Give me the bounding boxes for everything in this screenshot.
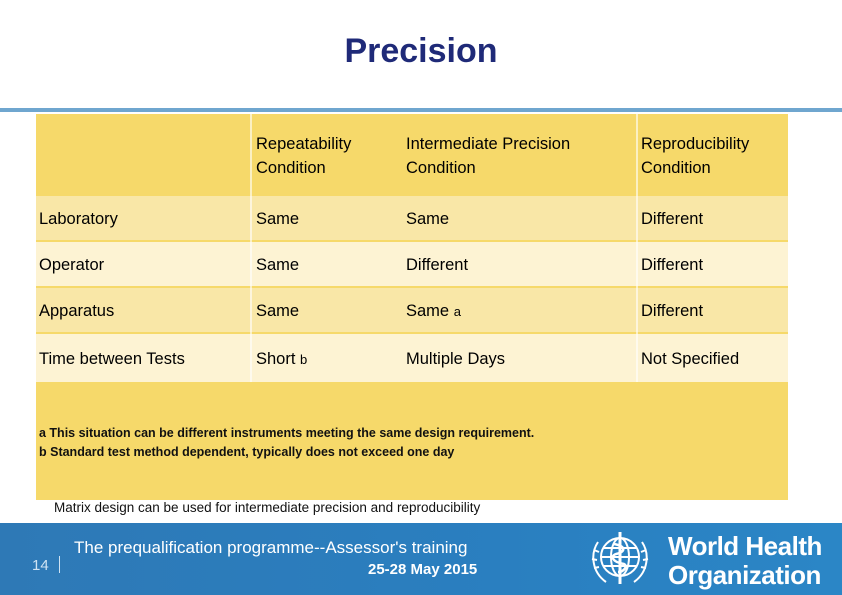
cell-repeatability-apparatus: Same	[256, 302, 300, 320]
table-row-band-time	[36, 334, 788, 382]
cell-repeatability-laboratory: Same	[256, 210, 300, 228]
cell-repeatability-operator: Same	[256, 256, 300, 274]
who-wordmark-line1: World Health	[668, 531, 822, 561]
cell-intermediate-time: Multiple Days	[406, 350, 506, 368]
header-intermediate-precision: Intermediate Precision Condition	[406, 135, 571, 177]
page-number: 14	[32, 557, 49, 574]
who-wordmark: World Health Organization	[668, 532, 822, 590]
cell-repeatability-time: Short b	[256, 347, 307, 372]
cell-intermediate-operator: Different	[406, 256, 469, 274]
cell-intermediate-apparatus-value: Same	[406, 302, 450, 320]
table-row-band-apparatus	[36, 288, 788, 332]
footer-training-title: The prequalification programme--Assessor…	[74, 538, 468, 557]
cell-intermediate-apparatus: Same a	[406, 299, 461, 324]
table-row-band-operator	[36, 242, 788, 286]
cell-reproducibility-apparatus: Different	[641, 302, 704, 320]
row-label-apparatus: Apparatus	[39, 302, 115, 320]
column-divider	[636, 114, 638, 382]
row-label-laboratory: Laboratory	[39, 210, 118, 228]
cell-reproducibility-time: Not Specified	[641, 350, 740, 368]
slide-title: Precision	[344, 32, 498, 70]
matrix-design-note: Matrix design can be used for intermedia…	[54, 500, 481, 515]
title-divider	[0, 108, 842, 112]
column-divider	[250, 114, 252, 382]
row-label-operator: Operator	[39, 256, 105, 274]
table-row-band-laboratory	[36, 196, 788, 240]
cell-reproducibility-operator: Different	[641, 256, 704, 274]
cell-intermediate-laboratory: Same	[406, 210, 450, 228]
header-repeatability: Repeatability Condition	[256, 135, 352, 177]
footnote-mark-a: a	[453, 304, 461, 319]
footer-bar	[0, 523, 842, 595]
who-emblem-icon	[591, 532, 649, 584]
cell-repeatability-time-value: Short	[256, 350, 296, 368]
footnote-a: a This situation can be different instru…	[39, 426, 535, 440]
page-number-divider	[59, 556, 60, 573]
footer-training-dates: 25-28 May 2015	[368, 561, 478, 578]
header-reproducibility: Reproducibility Condition	[641, 135, 750, 177]
who-wordmark-line2: Organization	[668, 560, 821, 590]
footnote-b: b Standard test method dependent, typica…	[39, 445, 455, 459]
footnote-mark-b: b	[300, 352, 308, 367]
cell-reproducibility-laboratory: Different	[641, 210, 704, 228]
row-label-time-between-tests: Time between Tests	[39, 350, 185, 368]
